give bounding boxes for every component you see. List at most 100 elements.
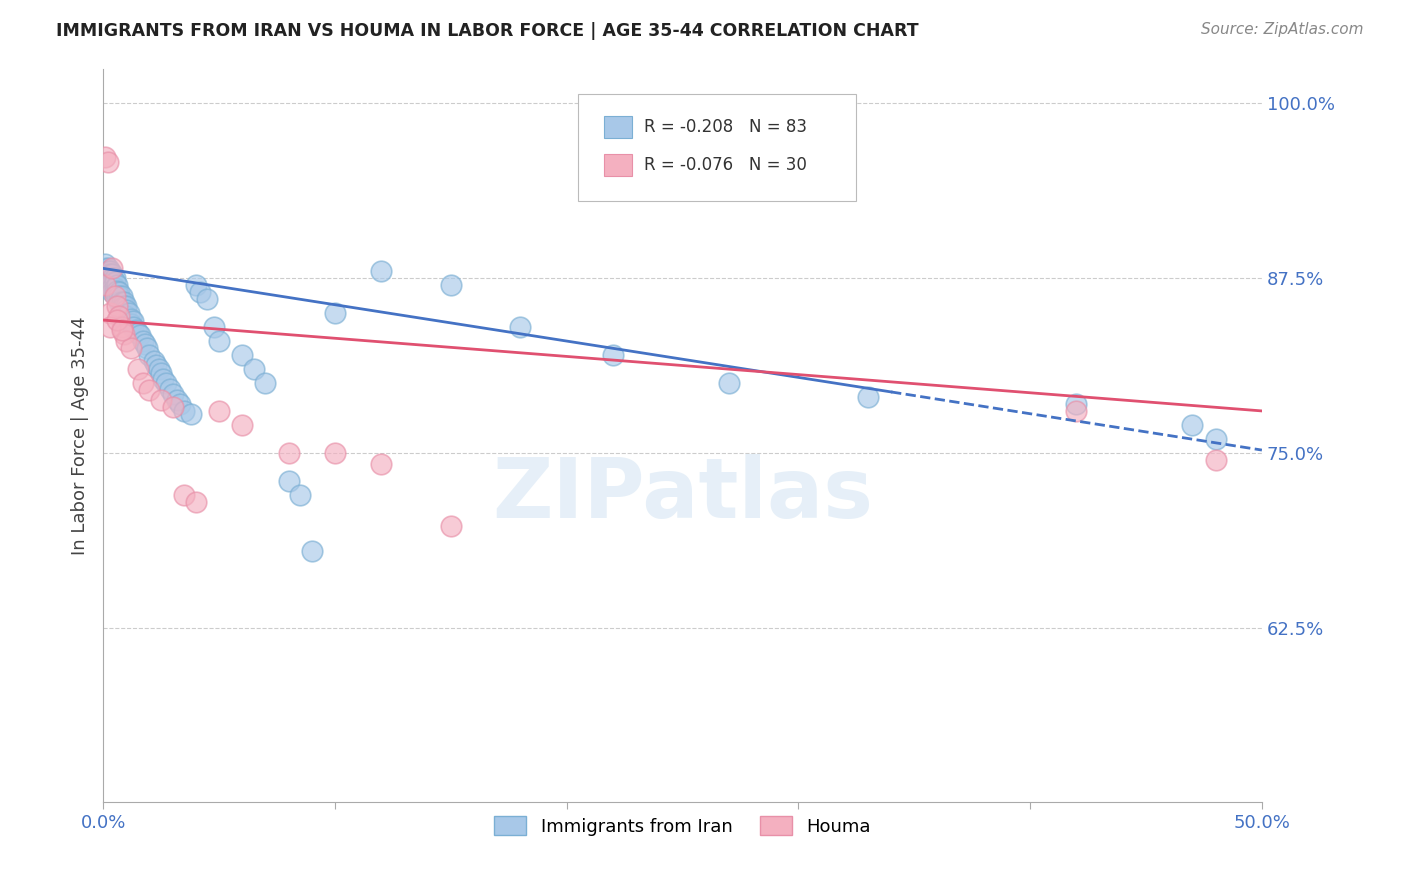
Point [115, 303, 138, 318]
Point [97, 267, 120, 281]
Point [127, 326, 149, 340]
Point [231, 348, 253, 362]
Point [370, 264, 392, 278]
Text: R = -0.076   N = 30: R = -0.076 N = 30 [644, 156, 807, 174]
Point [108, 294, 131, 309]
Point [370, 457, 392, 471]
Point [169, 397, 191, 411]
Point [131, 334, 153, 348]
Point [120, 311, 142, 326]
Point [97, 264, 120, 278]
Point [120, 318, 142, 332]
Point [323, 446, 346, 460]
Point [202, 320, 225, 334]
Point [101, 271, 124, 285]
Point [1181, 417, 1204, 432]
Point [208, 334, 231, 348]
Point [150, 366, 173, 380]
Point [301, 543, 323, 558]
Point [111, 301, 134, 315]
Point [323, 306, 346, 320]
Point [166, 392, 188, 407]
Point [122, 314, 145, 328]
Point [127, 362, 149, 376]
Point [105, 289, 128, 303]
Point [112, 299, 135, 313]
Point [162, 400, 184, 414]
Point [111, 289, 134, 303]
Point [242, 362, 264, 376]
Point [134, 336, 156, 351]
Point [105, 284, 128, 298]
Point [150, 392, 173, 407]
Point [184, 495, 207, 509]
Point [288, 488, 311, 502]
Point [602, 348, 624, 362]
Point [1066, 397, 1088, 411]
Point [190, 285, 212, 300]
Point [1205, 453, 1227, 467]
Point [152, 372, 174, 386]
Point [115, 334, 138, 348]
Point [124, 323, 146, 337]
Point [162, 387, 184, 401]
Point [143, 353, 166, 368]
Legend: Immigrants from Iran, Houma: Immigrants from Iran, Houma [485, 807, 880, 845]
Point [115, 309, 138, 323]
Text: ZIPatlas: ZIPatlas [492, 454, 873, 534]
Point [173, 488, 195, 502]
Point [98, 306, 121, 320]
Point [108, 289, 131, 303]
Point [105, 299, 128, 313]
Text: R = -0.208   N = 83: R = -0.208 N = 83 [644, 119, 807, 136]
Point [197, 292, 219, 306]
Point [717, 376, 740, 390]
Point [111, 320, 134, 334]
Point [94, 267, 117, 281]
Point [101, 281, 124, 295]
Point [98, 320, 121, 334]
Point [98, 271, 121, 285]
Text: IMMIGRANTS FROM IRAN VS HOUMA IN LABOR FORCE | AGE 35-44 CORRELATION CHART: IMMIGRANTS FROM IRAN VS HOUMA IN LABOR F… [56, 22, 920, 40]
Point [97, 261, 120, 276]
Point [180, 407, 202, 421]
Point [104, 276, 127, 290]
Point [104, 289, 127, 303]
Point [97, 271, 120, 285]
Point [98, 267, 121, 281]
Point [440, 518, 463, 533]
Point [105, 313, 128, 327]
Point [94, 150, 117, 164]
Point [104, 271, 127, 285]
Point [254, 376, 277, 390]
Point [101, 285, 124, 300]
Point [117, 306, 139, 320]
Point [277, 474, 299, 488]
Point [277, 446, 299, 460]
Point [94, 257, 117, 271]
Point [97, 155, 120, 169]
Point [94, 261, 117, 276]
Point [173, 404, 195, 418]
FancyBboxPatch shape [578, 95, 856, 201]
Point [120, 341, 142, 355]
Point [94, 276, 117, 290]
Point [104, 281, 127, 295]
Point [112, 327, 135, 342]
Y-axis label: In Labor Force | Age 35-44: In Labor Force | Age 35-44 [72, 316, 89, 555]
FancyBboxPatch shape [603, 116, 631, 138]
Point [94, 278, 117, 293]
Point [98, 281, 121, 295]
FancyBboxPatch shape [603, 154, 631, 177]
Point [138, 348, 160, 362]
Point [509, 320, 531, 334]
Point [94, 271, 117, 285]
Point [101, 276, 124, 290]
Point [136, 341, 159, 355]
Point [97, 276, 120, 290]
Point [131, 376, 153, 390]
Point [111, 294, 134, 309]
Point [129, 328, 152, 343]
Point [108, 285, 131, 300]
Point [105, 278, 128, 293]
